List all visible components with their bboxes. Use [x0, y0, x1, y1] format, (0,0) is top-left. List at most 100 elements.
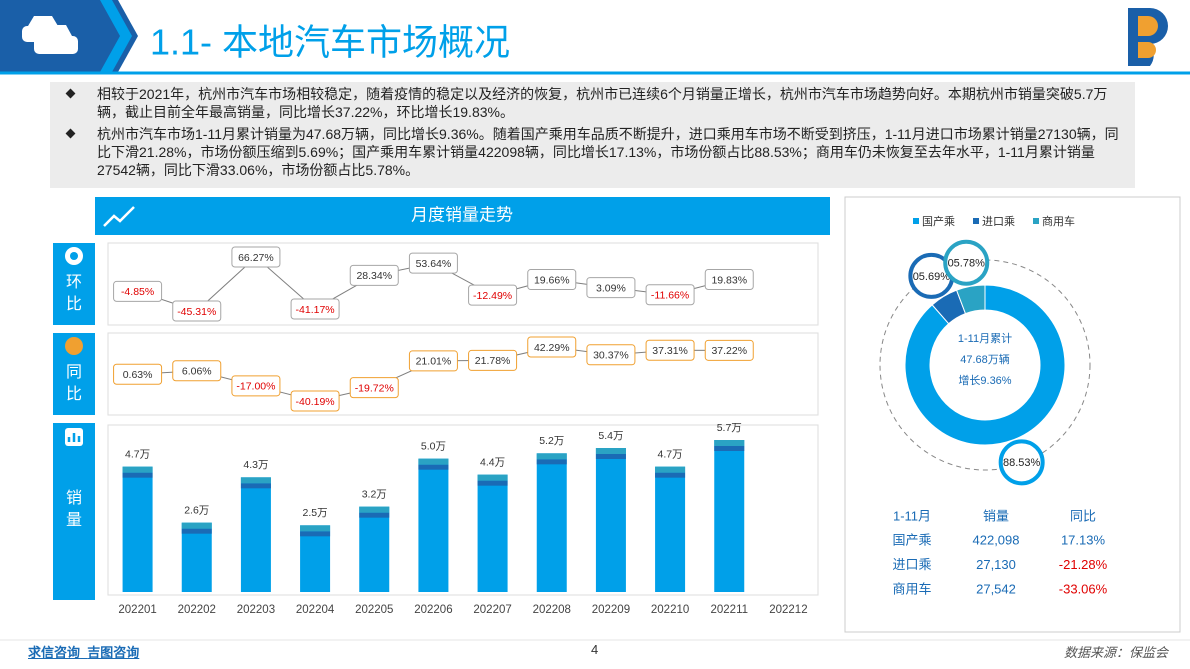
data-label: 4.3万 — [243, 459, 268, 471]
bar — [536, 453, 567, 592]
table-cell: 27,130 — [976, 557, 1016, 572]
label-box — [172, 360, 222, 382]
table-header: 销量 — [983, 508, 1009, 523]
header-chevron — [100, 0, 132, 72]
label-box — [408, 252, 458, 274]
footer-link[interactable]: 求信咨询 — [28, 645, 81, 660]
bar-segment — [595, 454, 626, 459]
data-label: 3.09% — [596, 282, 626, 294]
label-box — [349, 377, 399, 399]
bar-segment — [536, 459, 567, 465]
data-label: -19.72% — [355, 382, 394, 394]
bar-segment — [300, 531, 331, 537]
data-label: -12.49% — [473, 290, 512, 302]
page-number: 4 — [591, 642, 599, 657]
center-text: 1-11月累计 — [958, 332, 1012, 345]
label-box — [645, 284, 695, 306]
bar-segment — [300, 525, 331, 532]
center-text: 增长9.36% — [958, 373, 1011, 387]
bar — [714, 440, 745, 592]
tile-label: 环比 — [65, 274, 82, 313]
panel — [107, 424, 819, 596]
label-box — [113, 280, 163, 302]
data-label: -11.66% — [651, 289, 689, 301]
bar-segment — [418, 464, 449, 470]
footer-link[interactable]: 吉图咨询 — [87, 645, 140, 660]
label-box — [349, 264, 399, 286]
x-tick-label: 202210 — [651, 604, 689, 616]
bullet: 杭州市汽车市场1-11月累计销量为47.68万辆，同比增长9.36%。随着国产乘… — [65, 125, 1125, 179]
legend-swatch — [973, 218, 979, 224]
bar — [300, 525, 331, 592]
data-label: 66.27% — [238, 252, 274, 264]
table-cell: 17.13% — [1061, 532, 1106, 547]
bar-segment — [359, 506, 390, 513]
x-tick-label: 202201 — [118, 604, 156, 616]
label-box — [172, 300, 222, 322]
label-box — [231, 246, 281, 268]
data-label: -41.17% — [296, 304, 335, 316]
legend-swatch — [1033, 218, 1039, 224]
table-header: 1-11月 — [893, 508, 931, 523]
bar-segment — [181, 522, 212, 529]
pie-slice — [904, 284, 1066, 446]
page-title: 1.1- 本地汽车市场概况 — [150, 22, 510, 63]
tile-label: 同比 — [65, 364, 82, 403]
bar-segment — [655, 466, 686, 473]
x-tick-label: 202209 — [592, 604, 630, 616]
data-label: 3.2万 — [362, 488, 387, 500]
table-cell: 27,542 — [976, 581, 1016, 596]
bar-segment — [477, 480, 508, 486]
banner — [95, 197, 830, 235]
data-label: -45.31% — [177, 306, 216, 318]
data-label: 37.22% — [711, 345, 747, 357]
bar — [240, 477, 271, 592]
footer-links: 求信咨询 吉图咨询 — [28, 642, 139, 661]
table-cell: -33.06% — [1059, 581, 1108, 596]
data-label: 30.37% — [593, 350, 629, 362]
data-label: -17.00% — [236, 381, 275, 393]
label-box — [586, 277, 636, 299]
table-cell: 国产乘 — [892, 532, 931, 547]
data-label: 2.6万 — [184, 504, 209, 516]
bar — [418, 458, 449, 592]
bar-segment — [181, 528, 212, 534]
data-label: 05.69% — [913, 271, 951, 283]
data-label: 4.7万 — [125, 448, 150, 460]
data-label: 88.53% — [1003, 457, 1041, 469]
tile-icon — [70, 252, 78, 260]
x-tick-label: 202204 — [296, 604, 335, 616]
data-label: 21.01% — [416, 356, 452, 368]
data-label: 4.4万 — [480, 456, 505, 468]
tile-label: 销量 — [65, 490, 82, 529]
trend-icon — [103, 206, 135, 227]
label-box — [113, 363, 163, 385]
label-box — [290, 390, 340, 412]
table-cell: -21.28% — [1059, 557, 1108, 572]
bar-segment — [122, 472, 153, 478]
bar — [595, 448, 626, 592]
label-box — [645, 339, 695, 361]
bar — [477, 474, 508, 592]
data-label: 28.34% — [356, 270, 392, 282]
bullet: 相较于2021年，杭州市汽车市场相较稳定，随着疫情的稳定以及经济的恢复，杭州市已… — [65, 85, 1125, 121]
legend-label: 进口乘 — [982, 215, 1015, 228]
data-label: 37.31% — [652, 345, 688, 357]
data-label: 05.78% — [948, 258, 986, 270]
label-box — [408, 350, 458, 372]
label-box — [290, 298, 340, 320]
bar-segment — [418, 458, 449, 465]
dashed-ring — [879, 259, 1091, 471]
data-label: 19.83% — [711, 274, 747, 286]
x-tick-label: 202208 — [533, 604, 571, 616]
data-label: 4.7万 — [658, 448, 683, 460]
pie-slice — [955, 284, 986, 315]
label-bubble — [943, 239, 990, 286]
bullet-box: 相较于2021年，杭州市汽车市场相较稳定，随着疫情的稳定以及经济的恢复，杭州市已… — [50, 82, 1135, 188]
label-bubble — [998, 439, 1045, 486]
table-cell: 进口乘 — [892, 557, 931, 572]
label-box — [527, 336, 577, 358]
source: 数据来源：保监会 — [1063, 645, 1168, 660]
label-box — [704, 268, 754, 290]
